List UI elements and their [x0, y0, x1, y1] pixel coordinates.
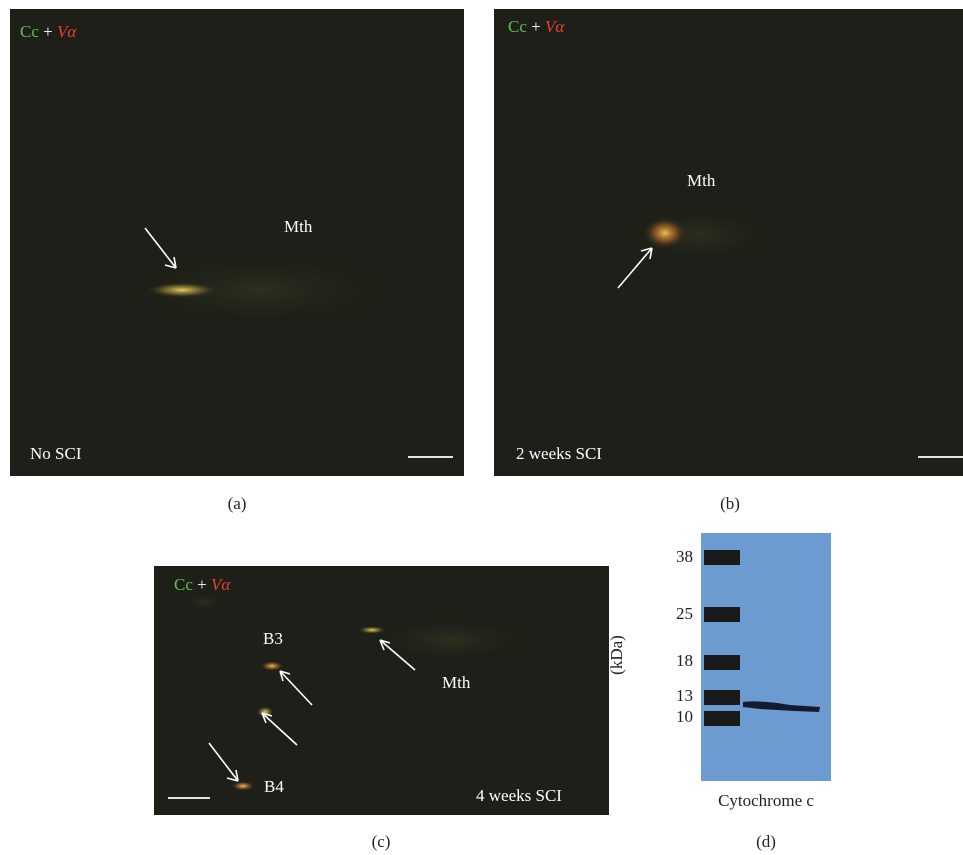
page: {"panels": [ {"caption": "(a)", "stain":…: [0, 0, 963, 855]
stain-green: Cc: [508, 17, 527, 36]
stain-red: Vα: [211, 575, 231, 594]
signal: [643, 217, 687, 249]
marker-label: 13: [676, 686, 693, 705]
stain-red: Vα: [545, 17, 565, 36]
panel-c: Cc + Vα B3 Mth B4 4 weeks SCI (c): [154, 566, 609, 851]
condition: 4 weeks SCI: [476, 786, 562, 805]
caption: (a): [228, 494, 247, 513]
ladder-band: [704, 690, 740, 705]
condition: 2 weeks SCI: [516, 444, 602, 463]
marker-label: 10: [676, 707, 693, 726]
ladder-band: [704, 550, 740, 565]
stain-plus: +: [197, 575, 207, 594]
label: B4: [264, 777, 284, 796]
marker-label: 38: [676, 547, 693, 566]
label: Mth: [687, 171, 716, 190]
signal: [231, 781, 255, 791]
cell-body: [360, 615, 540, 665]
stain-green: Cc: [174, 575, 193, 594]
ladder-band: [704, 711, 740, 726]
label: B3: [263, 629, 283, 648]
stain-red: Vα: [57, 22, 77, 41]
label: Mth: [284, 217, 313, 236]
lane-label: Cytochrome c: [718, 791, 814, 810]
caption: (d): [756, 832, 776, 851]
axis-label: (kDa): [607, 635, 626, 675]
ladder-band: [704, 655, 740, 670]
signal: [358, 626, 386, 634]
panel-b: Cc + Vα Mth 2 weeks SCI (b): [494, 9, 963, 513]
micrograph: [10, 9, 464, 476]
stain-plus: +: [531, 17, 541, 36]
marker-label: 25: [676, 604, 693, 623]
stain-label: Cc + Vα: [508, 17, 565, 36]
stain-label: Cc + Vα: [174, 575, 231, 594]
stain-green: Cc: [20, 22, 39, 41]
caption: (c): [372, 832, 391, 851]
signal: [146, 282, 218, 298]
caption: (b): [720, 494, 740, 513]
marker-label: 18: [676, 651, 693, 670]
label: Mth: [442, 673, 471, 692]
cell-body: [183, 592, 227, 612]
ladder-band: [704, 607, 740, 622]
signal: [260, 661, 284, 671]
condition: No SCI: [30, 444, 82, 463]
panel-a: Cc + Vα Mth No SCI (a): [10, 9, 464, 513]
figure: Cc + Vα Mth No SCI (a) Cc + Vα Mth 2 wee…: [0, 0, 963, 855]
stain-plus: +: [43, 22, 53, 41]
stain-label: Cc + Vα: [20, 22, 77, 41]
panel-d: 38 25 18 13 10 (kDa) Cytochrome c (d): [607, 533, 831, 851]
